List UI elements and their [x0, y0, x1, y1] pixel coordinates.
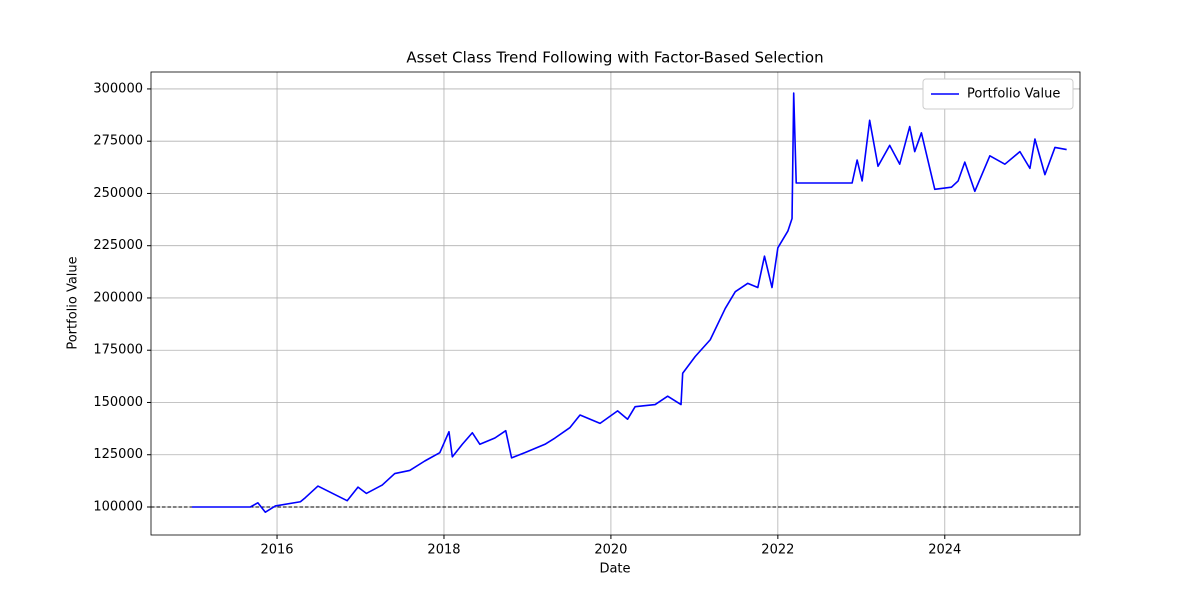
y-tick-label: 125000: [93, 447, 143, 462]
line: [191, 92, 1067, 514]
y-tick-label: 250000: [93, 186, 143, 201]
y-axis-label: Portfolio Value: [66, 256, 81, 349]
plot-frame: [150, 71, 1081, 536]
x-axis-label: Date: [599, 562, 630, 577]
x-tick-label: 2020: [594, 543, 627, 558]
x-tick-label: 2024: [928, 543, 961, 558]
y-tick-label: 100000: [93, 499, 143, 514]
y-tick-label: 200000: [93, 290, 143, 305]
y-tick-label: 275000: [93, 134, 143, 149]
x-tick-label: 2016: [260, 543, 293, 558]
y-tick-label: 225000: [93, 238, 143, 253]
y-tick-label: 175000: [93, 343, 143, 358]
legend-label: Portfolio Value: [967, 87, 1060, 102]
chart-title: Asset Class Trend Following with Factor-…: [406, 49, 823, 67]
y-tick-label: 150000: [93, 395, 143, 410]
y-tick-label: 300000: [93, 81, 143, 96]
x-tick-label: 2018: [427, 543, 460, 558]
legend-box: [922, 78, 1074, 110]
x-tick-label: 2022: [761, 543, 794, 558]
